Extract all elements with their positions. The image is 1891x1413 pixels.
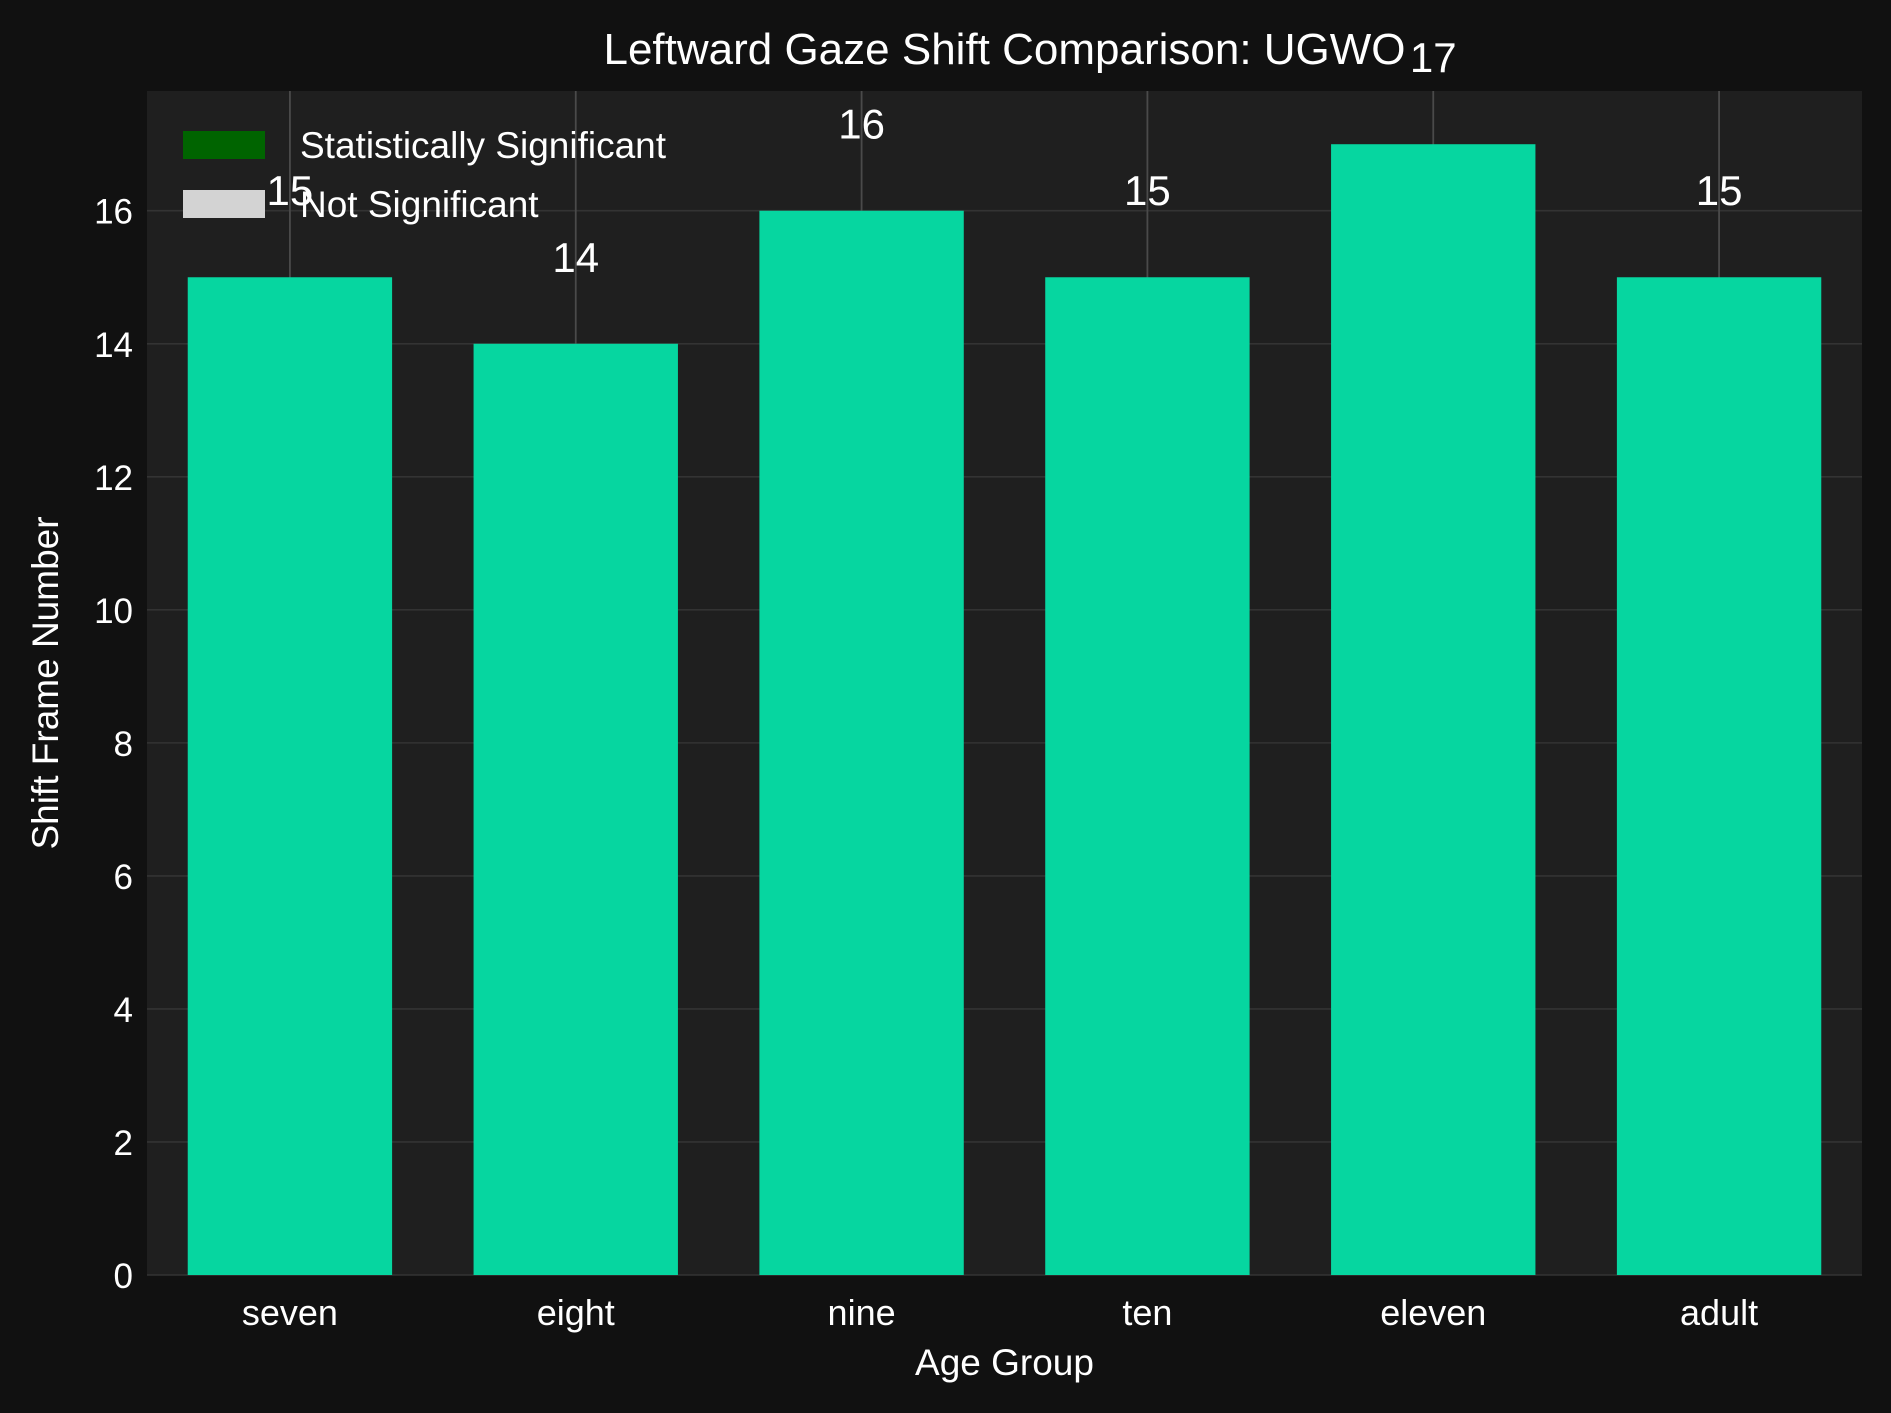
bar-eleven	[1331, 144, 1536, 1275]
x-axis-label: Age Group	[915, 1342, 1094, 1383]
chart-title: Leftward Gaze Shift Comparison: UGWO	[603, 25, 1405, 74]
data-label: 14	[552, 234, 599, 281]
x-tick-label: seven	[242, 1292, 338, 1333]
y-tick-label: 6	[114, 858, 133, 897]
y-tick-label: 10	[94, 592, 133, 631]
data-label: 15	[1124, 167, 1171, 214]
x-axis-ticks: seven eight nine ten eleven adult	[242, 1292, 1758, 1333]
plot-area	[147, 91, 1862, 1275]
data-label: 15	[1696, 167, 1743, 214]
y-tick-label: 0	[114, 1257, 133, 1296]
bar-ten	[1045, 277, 1250, 1275]
legend: Statistically Significant Not Significan…	[183, 125, 667, 225]
data-label: 16	[838, 101, 885, 148]
data-labels: 15 14 16 15 17 15	[267, 34, 1743, 281]
legend-swatch-not-significant	[183, 190, 265, 218]
bar-seven	[187, 277, 393, 1275]
y-axis-ticks: 0 2 4 6 8 10 12 14 16	[94, 193, 133, 1296]
x-tick-label: adult	[1680, 1292, 1758, 1333]
y-tick-label: 12	[94, 459, 133, 498]
x-tick-label: ten	[1122, 1292, 1172, 1333]
bar-eight	[473, 343, 678, 1275]
legend-swatch-significant	[183, 131, 265, 159]
x-tick-label: eleven	[1380, 1292, 1486, 1333]
data-label: 17	[1410, 34, 1457, 81]
y-tick-label: 4	[114, 991, 133, 1030]
legend-label-significant: Statistically Significant	[300, 125, 667, 166]
y-tick-label: 8	[114, 725, 133, 764]
data-label: 15	[267, 167, 314, 214]
bar-adult	[1616, 277, 1822, 1275]
y-tick-label: 2	[114, 1124, 133, 1163]
bars	[187, 144, 1822, 1275]
y-tick-label: 14	[94, 326, 133, 365]
y-axis-label: Shift Frame Number	[25, 516, 66, 849]
legend-label-not-significant: Not Significant	[300, 184, 539, 225]
x-tick-label: eight	[537, 1292, 615, 1333]
y-tick-label: 16	[94, 193, 133, 232]
bar-nine	[759, 210, 964, 1275]
x-tick-label: nine	[828, 1292, 896, 1333]
